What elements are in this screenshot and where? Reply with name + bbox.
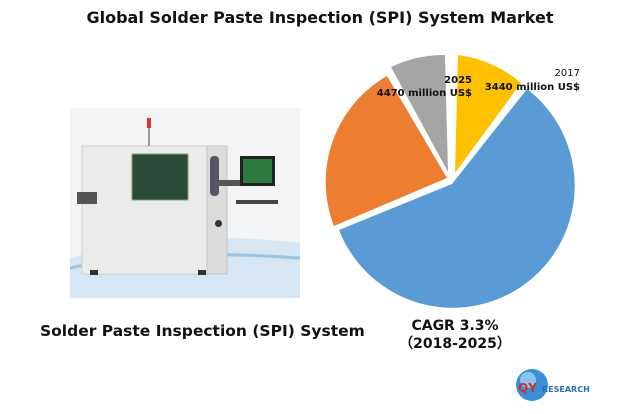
chart-title: Global Solder Paste Inspection (SPI) Sys… bbox=[86, 8, 554, 27]
pie-slice-orange bbox=[325, 76, 447, 226]
cagr-period: （2018-2025） bbox=[399, 336, 511, 352]
spi-machine-image bbox=[69, 108, 301, 298]
qyresearch-logo: QY RESEARCH bbox=[512, 365, 622, 405]
label-2017-year: 2017 bbox=[554, 68, 580, 79]
svg-text:RESEARCH: RESEARCH bbox=[542, 385, 590, 394]
globe-icon: QY RESEARCH bbox=[516, 369, 590, 401]
pie-slice-yellow bbox=[455, 55, 521, 173]
label-2025-year: 2025 bbox=[444, 75, 472, 86]
pie-slice-blue bbox=[339, 89, 575, 308]
label-2025: 2025 bbox=[390, 74, 472, 87]
machine-illustration-icon bbox=[69, 118, 301, 298]
svg-text:QY: QY bbox=[518, 381, 537, 395]
cagr-value: CAGR 3.3% bbox=[411, 318, 499, 334]
pie-slice-gray bbox=[391, 54, 448, 172]
product-caption: Solder Paste Inspection (SPI) System bbox=[40, 322, 365, 340]
cagr-annotation: CAGR 3.3% （2018-2025） bbox=[395, 317, 515, 353]
label-2017-value: 3440 million US$ bbox=[484, 82, 580, 93]
label-2025-value: 4470 million US$ bbox=[376, 88, 472, 99]
